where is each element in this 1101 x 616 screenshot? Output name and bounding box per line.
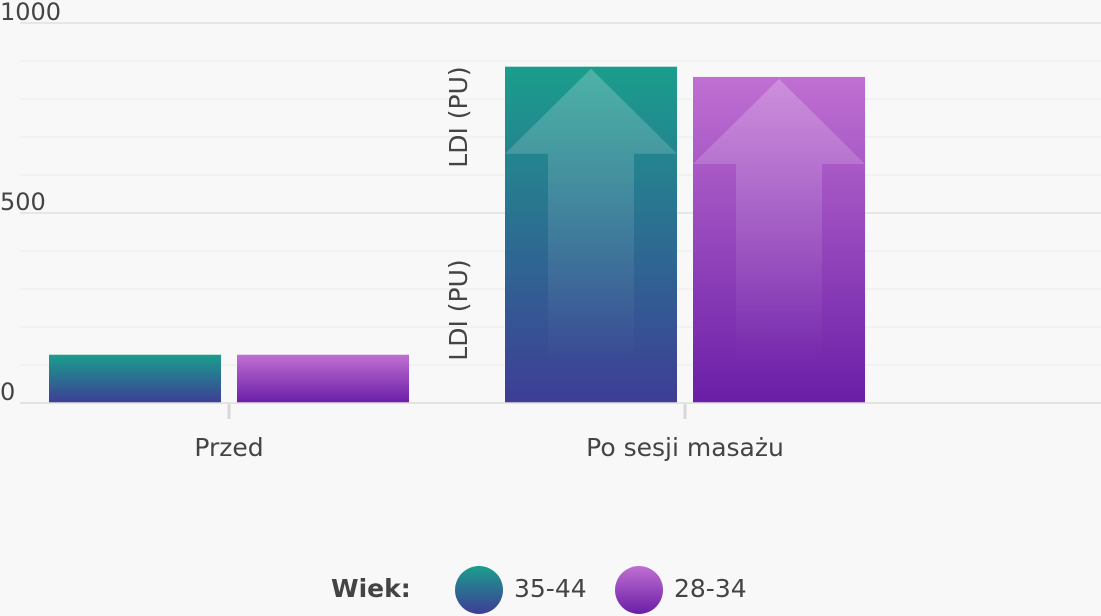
- legend-swatch-28-34: [615, 566, 663, 614]
- legend-label-28-34: 28-34: [674, 574, 747, 603]
- arrow-overlay: [505, 68, 677, 363]
- y-tick-label: 500: [0, 188, 46, 216]
- y-axis-label: LDI (PU): [444, 259, 473, 360]
- legend-label-35-44: 35-44: [514, 574, 587, 603]
- bar-28-34-0: [237, 354, 409, 403]
- bar-chart: 0 500 1000 Przed Po sesji masażu LDI (PU) LDI …: [0, 0, 1101, 462]
- arrow-overlay: [693, 78, 865, 364]
- x-category-label: Po sesji masażu: [586, 433, 784, 462]
- y-axis-label: LDI (PU): [444, 66, 473, 167]
- bar-35-44-0: [49, 354, 221, 403]
- y-tick-label: 1000: [0, 0, 61, 26]
- legend-title: Wiek:: [331, 574, 411, 603]
- legend-swatch-35-44: [455, 566, 503, 614]
- legend: Wiek: 35-44 28-34: [0, 566, 1101, 616]
- x-category-label: Przed: [194, 433, 263, 462]
- y-tick-label: 0: [0, 378, 15, 406]
